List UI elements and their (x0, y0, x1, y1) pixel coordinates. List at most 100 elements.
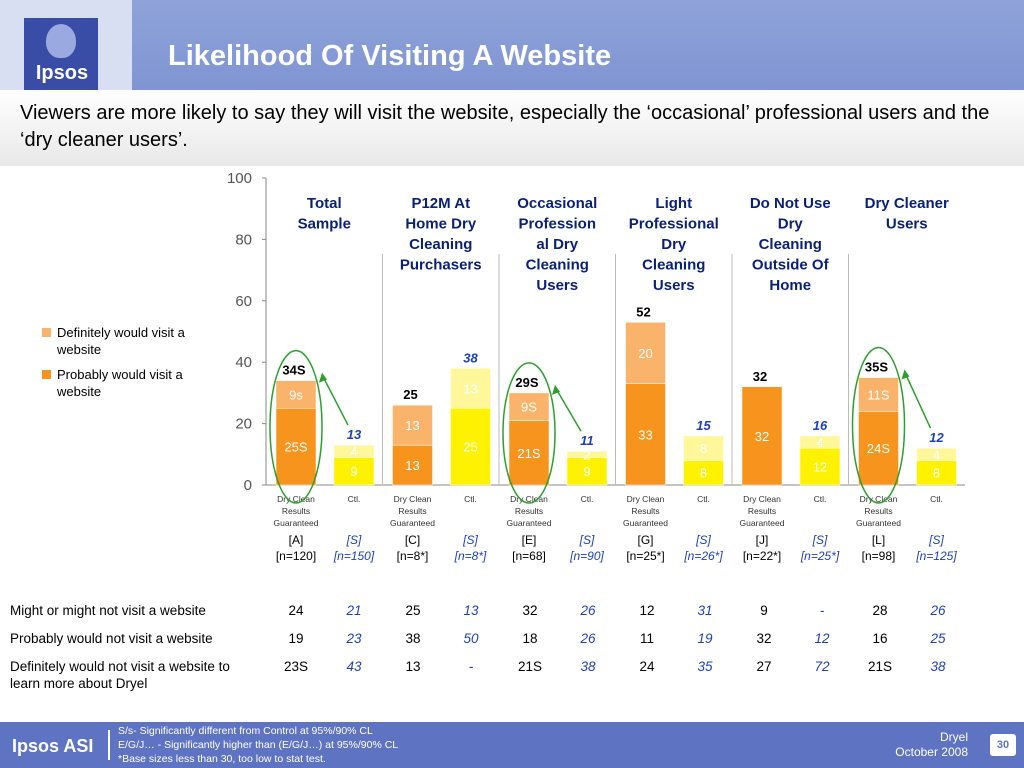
x-category-label: Guaranteed (856, 518, 901, 528)
x-category-label: Results (398, 506, 426, 516)
stats-cell: 21S (517, 659, 543, 674)
group-title-line: Purchasers (400, 257, 482, 274)
bar-total-label: 29S (515, 375, 538, 390)
arrow-line (321, 374, 349, 426)
stats-cell: - (819, 603, 825, 618)
group-title-line: Profession (518, 216, 596, 233)
stats-cell: 32 (756, 631, 772, 646)
bar-value-definitely: 13 (463, 381, 477, 396)
head-silhouette-icon (46, 24, 76, 58)
group-title: P12M At Home Dry Cleaning Purchasers (400, 195, 482, 274)
subtitle-band (0, 90, 1024, 166)
stats-cell: 16 (872, 631, 888, 646)
bar-value-probably: 8 (933, 466, 940, 481)
stats-cell: 43 (346, 659, 362, 674)
stats-cell: 72 (814, 659, 830, 674)
group-title-line: Occasional (517, 195, 597, 212)
base-letter: [S] (462, 533, 478, 547)
group-title-line: Cleaning (526, 257, 589, 274)
base-letter: [S] (695, 533, 711, 547)
chart-legend: Definitely would visit a website Probabl… (42, 324, 212, 408)
stats-cell: 18 (522, 631, 538, 646)
bar-probably (625, 383, 666, 486)
group-title-line: Users (536, 277, 578, 294)
base-size: [n=25*] (800, 549, 840, 563)
stats-cell: 32 (522, 603, 538, 618)
base-letter: [S] (579, 533, 595, 547)
stats-cell: 50 (463, 631, 479, 646)
stats-cell: 27 (756, 659, 772, 674)
stats-cell: 28 (872, 603, 888, 618)
x-category-label: Ctl. (814, 494, 827, 504)
footer-brand: Dryel (939, 730, 968, 744)
logo-text: Ipsos (35, 62, 89, 84)
bar-value-definitely: 4 (350, 444, 357, 459)
bar-value-definitely: 8 (700, 441, 707, 456)
stats-cell: 19 (288, 631, 304, 646)
x-category-label: Dry Clean (510, 494, 548, 504)
bar-value-definitely: 4 (933, 447, 940, 462)
stats-cell: 13 (463, 603, 479, 618)
bar-total-label: 15 (696, 418, 711, 433)
base-letter: [E] (522, 533, 537, 547)
footer-notes: S/s- Significantly different from Contro… (118, 724, 398, 766)
bar-probably (799, 447, 841, 486)
x-category-label: Dry Clean (743, 494, 781, 504)
logo-panel: Ipsos (0, 0, 132, 90)
x-category-label: Dry Clean (394, 494, 432, 504)
bar-definitely (392, 404, 433, 446)
base-size: [n=25*] (626, 549, 664, 563)
bar-total-label: 11 (580, 433, 594, 448)
bar-probably (858, 411, 899, 486)
group-title: Total Sample (298, 195, 351, 233)
base-size: [n=8*] (397, 549, 429, 563)
bar-total-label: 34S (282, 363, 305, 378)
bar-probably (508, 420, 550, 486)
header-bar: Ipsos Likelihood Of Visiting A Website (0, 0, 1024, 90)
bar-probably (741, 386, 783, 486)
group-title-line: Cleaning (409, 236, 472, 253)
x-category-label: Dry Clean (860, 494, 898, 504)
group-title-line: P12M At (411, 195, 470, 212)
bar-value-probably: 33 (638, 427, 652, 442)
bar-value-probably: 13 (405, 458, 419, 473)
base-letter: [S] (812, 533, 828, 547)
x-category-label: Dry Clean (627, 494, 665, 504)
bar-value-definitely: 11S (867, 387, 889, 402)
stats-cell: 23S (283, 659, 309, 674)
bar-definitely (566, 450, 608, 458)
bar-definitely (508, 392, 550, 421)
y-tick-label: 0 (244, 477, 252, 494)
base-size: [n=120] (276, 549, 316, 563)
bar-value-probably: 12 (813, 460, 827, 475)
footer-logo: Ipsos ASI (12, 736, 94, 756)
bar-value-probably: 25S (284, 440, 307, 455)
highlight-ellipse (851, 346, 906, 504)
stats-cell: 35 (697, 659, 713, 674)
bar-probably (392, 444, 433, 486)
stats-cell: 24 (288, 603, 304, 618)
base-letter: [L] (872, 533, 885, 547)
stats-row-label: Probably would not visit a website (10, 631, 213, 646)
x-category-label: Guaranteed (623, 518, 668, 528)
stats-cell: 38 (580, 659, 596, 674)
stats-row-label: Might or might not visit a website (10, 603, 206, 618)
bar-total-label: 38 (463, 350, 478, 365)
bar-total-label: 12 (929, 430, 944, 445)
stats-row-label: Definitely would not visit a website to … (10, 659, 230, 691)
group-title-line: al Dry (536, 236, 578, 253)
bar-value-probably: 9 (350, 464, 357, 479)
base-size: [n=125] (915, 549, 957, 563)
stats-cell: 26 (580, 603, 596, 618)
stacked-bar-chart: 0 20 40 60 80 100 Total Sample 25S 9s 34S Dry Clean… (227, 170, 965, 563)
x-category-label: Results (282, 506, 310, 516)
group-title-line: Light (655, 195, 692, 212)
y-tick-label: 20 (235, 416, 252, 433)
bar-probably (916, 460, 957, 486)
stats-cell: - (468, 659, 474, 674)
base-size: [n=8*] (454, 549, 487, 563)
x-category-label: Results (631, 506, 659, 516)
group-title-line: Dry Cleaner (865, 195, 949, 212)
x-category-label: Guaranteed (740, 518, 785, 528)
arrow-line (554, 386, 582, 432)
